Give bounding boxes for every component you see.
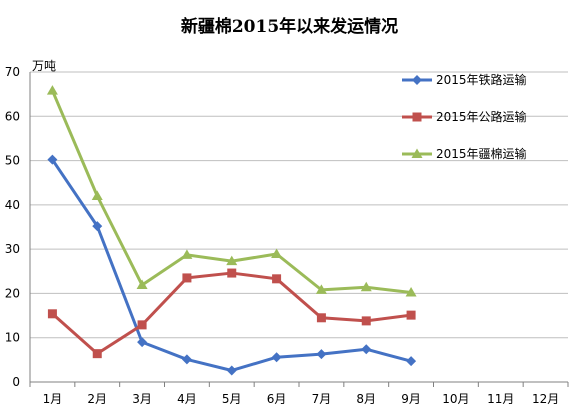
x-tick-label: 6月 [267, 392, 287, 406]
x-tick-label: 7月 [312, 392, 332, 406]
series-2 [47, 268, 416, 359]
legend-marker [412, 75, 422, 85]
x-tick-label: 12月 [532, 392, 559, 406]
x-tick-label: 5月 [222, 392, 242, 406]
x-tick-label: 9月 [401, 392, 421, 406]
y-tick-label: 70 [5, 65, 20, 79]
y-tick-label: 30 [5, 242, 20, 256]
data-point [315, 284, 327, 294]
data-point [227, 268, 237, 278]
data-point [92, 349, 102, 359]
x-tick-label: 11月 [487, 392, 514, 406]
series-3 [46, 85, 417, 297]
y-tick-label: 20 [5, 286, 20, 300]
data-point [406, 356, 417, 367]
legend-entry: 2015年公路运输 [402, 109, 527, 124]
series-1 [47, 154, 417, 376]
legend-entry: 2015年疆棉运输 [402, 146, 527, 161]
data-point [47, 309, 57, 319]
y-tick-label: 10 [5, 331, 20, 345]
data-point [91, 190, 103, 200]
data-point [136, 279, 148, 290]
data-point [181, 354, 192, 365]
data-point [361, 316, 371, 326]
y-tick-label: 0 [12, 375, 20, 389]
data-point [361, 344, 372, 355]
data-point [271, 248, 283, 259]
legend-marker [411, 148, 423, 158]
data-point [137, 337, 148, 348]
data-point [226, 365, 237, 376]
x-tick-label: 8月 [356, 392, 376, 406]
data-point [137, 320, 147, 330]
data-point [406, 310, 416, 320]
legend-marker [412, 112, 422, 122]
legend-label: 2015年铁路运输 [436, 72, 527, 87]
legend-entry: 2015年铁路运输 [402, 72, 527, 87]
data-point [272, 274, 282, 284]
data-point [316, 349, 327, 360]
chart-title: 新疆棉2015年以来发运情况 [180, 17, 399, 37]
x-tick-label: 3月 [132, 392, 152, 406]
x-tick-label: 10月 [442, 392, 469, 406]
y-tick-label: 60 [5, 109, 20, 123]
legend-label: 2015年公路运输 [436, 109, 527, 124]
data-point [47, 154, 58, 165]
data-point [182, 273, 192, 283]
data-point [316, 313, 326, 323]
data-point [226, 255, 238, 266]
x-tick-label: 4月 [177, 392, 197, 406]
y-tick-label: 40 [5, 198, 20, 212]
data-point [181, 249, 193, 259]
y-axis-unit: 万吨 [32, 59, 57, 73]
data-point [405, 287, 417, 297]
data-point [92, 221, 103, 232]
series-line [51, 271, 412, 356]
data-point [46, 85, 58, 95]
y-tick-label: 50 [5, 154, 20, 168]
x-tick-label: 1月 [43, 392, 63, 406]
data-point [271, 352, 282, 363]
legend-label: 2015年疆棉运输 [436, 146, 527, 161]
x-tick-label: 2月 [87, 392, 107, 406]
data-point [360, 281, 372, 292]
